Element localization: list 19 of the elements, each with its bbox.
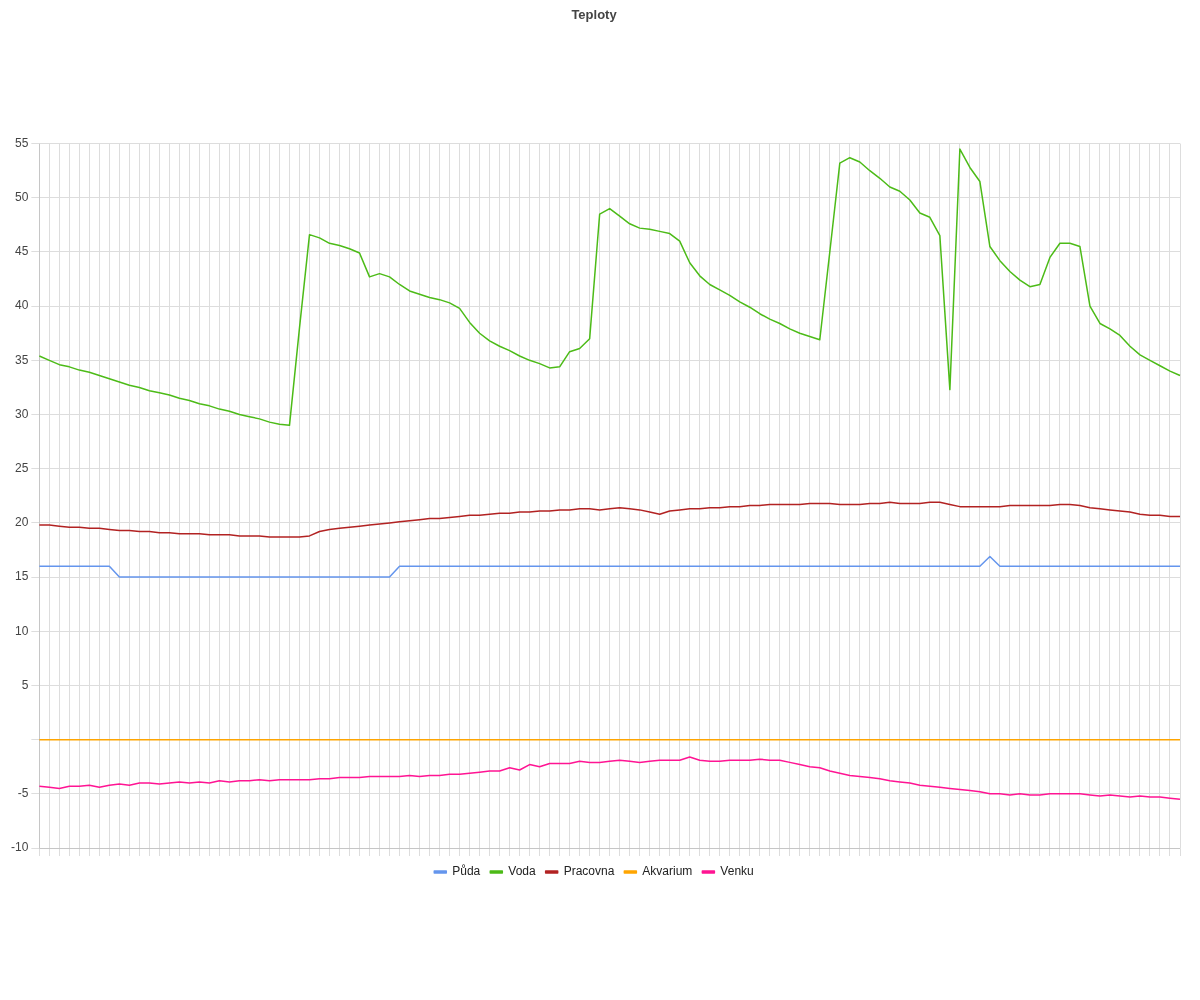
legend-label: Voda <box>508 864 536 879</box>
y-tick-label: 30 <box>14 406 29 421</box>
y-tick-label: 35 <box>14 352 29 367</box>
legend-label: Venku <box>720 864 754 879</box>
y-tick-label: 50 <box>14 190 29 205</box>
y-tick-label: 40 <box>14 298 29 313</box>
y-tick-label: 20 <box>14 515 29 530</box>
legend-label: Pracovna <box>563 864 615 879</box>
y-tick-label: -5 <box>17 786 29 801</box>
legend-label: Půda <box>452 864 481 879</box>
y-tick-label: 10 <box>14 623 29 638</box>
y-tick-label: 5 <box>21 677 29 692</box>
y-tick-label: -10 <box>11 840 29 855</box>
y-tick-label: 25 <box>14 461 29 476</box>
y-tick-label: 45 <box>14 244 29 259</box>
y-tick-label: 15 <box>14 569 29 584</box>
chart-title: Teploty <box>571 7 618 23</box>
y-tick-label: 55 <box>14 135 29 150</box>
legend-label: Akvarium <box>642 864 693 879</box>
